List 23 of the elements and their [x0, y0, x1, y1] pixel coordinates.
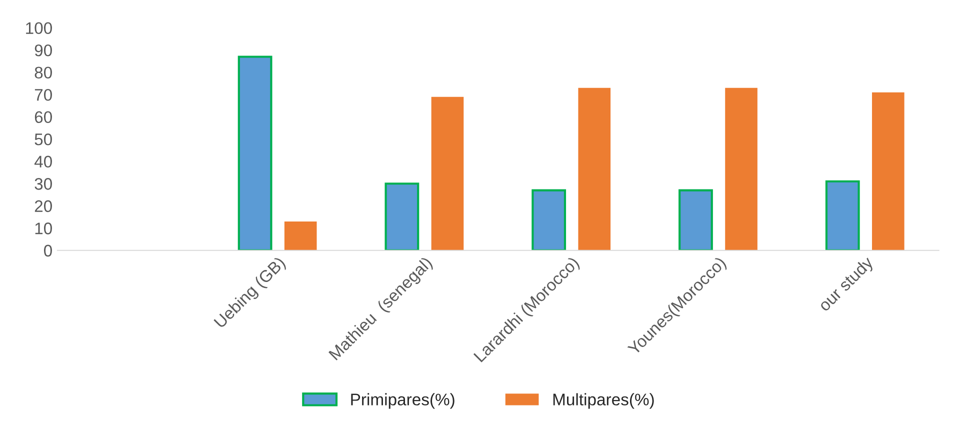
y-tick-label: 0 [44, 244, 52, 257]
bar [725, 88, 758, 250]
legend-label: Primipares(%) [351, 393, 454, 409]
y-tick-label: 100 [26, 22, 52, 34]
y-tick-label: 70 [34, 88, 52, 101]
bar [238, 56, 272, 250]
y-tick-label: 50 [34, 134, 52, 146]
y-tick-label: 40 [34, 156, 52, 168]
y-tick-label: 60 [34, 111, 52, 124]
y-tick-label: 30 [34, 178, 52, 190]
legend-label: Multipares(%) [553, 393, 654, 409]
y-tick-label: 20 [34, 200, 52, 212]
bar [825, 180, 860, 250]
bar [284, 221, 317, 250]
y-tick-label: 80 [34, 66, 52, 79]
y-tick-label: 10 [35, 222, 52, 234]
bar [384, 182, 420, 250]
y-tick-label: 90 [34, 44, 52, 56]
bar [578, 88, 611, 250]
bar [431, 96, 464, 250]
bar [872, 92, 904, 250]
bar [532, 189, 566, 250]
bar [678, 189, 713, 250]
